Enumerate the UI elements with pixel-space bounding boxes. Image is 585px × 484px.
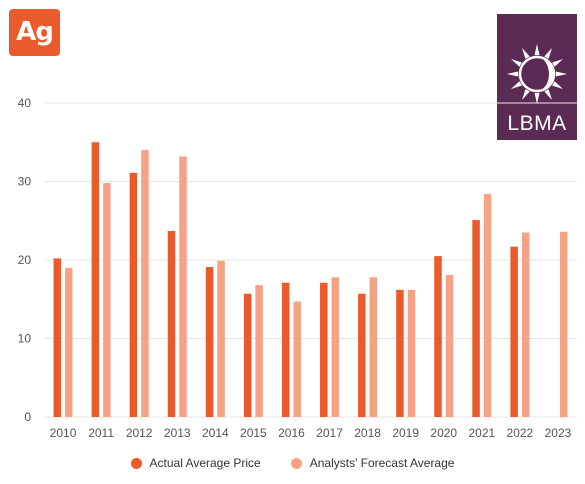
sun-ray	[534, 44, 540, 56]
bar-forecast[interactable]	[217, 260, 225, 417]
bar-chart: 0 10 20 30 40 2010 2011 2012 2013 2014 2015 2016 201…	[18, 96, 577, 440]
legend-swatch-actual	[130, 457, 142, 469]
sun-ray	[552, 81, 563, 89]
sun-ray	[522, 48, 530, 59]
bar-forecast[interactable]	[179, 156, 187, 417]
x-tick-label: 2016	[278, 426, 305, 440]
x-tick-label: 2014	[202, 426, 229, 440]
bar-actual[interactable]	[434, 256, 442, 417]
lbma-logo: LBMA	[497, 14, 577, 140]
y-tick-label: 0	[24, 410, 31, 424]
legend-label-forecast: Analysts’ Forecast Average	[309, 456, 455, 470]
sun-ray	[552, 59, 563, 67]
lbma-logo-text: LBMA	[507, 112, 567, 135]
bar-forecast[interactable]	[141, 150, 149, 417]
x-tick-label: 2018	[354, 426, 381, 440]
bar-forecast[interactable]	[103, 183, 111, 417]
y-tick-label: 40	[18, 96, 32, 110]
legend-label-actual: Actual Average Price	[149, 456, 261, 470]
bar-actual[interactable]	[53, 258, 62, 417]
sun-ray	[534, 92, 540, 104]
x-tick-label: 2013	[164, 426, 191, 440]
sun-moon-icon	[507, 44, 567, 104]
x-tick-label: 2011	[88, 426, 114, 440]
x-tick-label: 2015	[240, 426, 267, 440]
sun-ray	[511, 59, 522, 67]
x-tick-label: 2010	[50, 426, 77, 440]
bar-forecast[interactable]	[445, 274, 454, 417]
bar-actual[interactable]	[205, 267, 214, 417]
x-tick-label: 2021	[468, 426, 495, 440]
bar-forecast[interactable]	[559, 231, 568, 417]
bar-actual[interactable]	[243, 293, 252, 417]
x-tick-label: 2019	[392, 426, 419, 440]
bar-actual[interactable]	[472, 219, 480, 417]
y-tick-label: 30	[18, 175, 32, 189]
bar-actual[interactable]	[129, 172, 138, 417]
bar-forecast[interactable]	[483, 194, 492, 417]
y-tick-label: 10	[18, 332, 32, 346]
ag-badge: Ag	[9, 9, 60, 56]
bar-forecast[interactable]	[331, 277, 340, 417]
legend-item-forecast[interactable]: Analysts’ Forecast Average	[290, 456, 455, 470]
bar-forecast[interactable]	[369, 277, 378, 417]
x-tick-label: 2023	[545, 426, 572, 440]
sun-ray	[507, 71, 519, 77]
bar-actual[interactable]	[320, 282, 328, 417]
bar-forecast[interactable]	[407, 289, 416, 417]
sun-ray	[511, 81, 522, 89]
legend-swatch-forecast	[290, 457, 302, 469]
sun-ray	[544, 89, 552, 100]
bar-actual[interactable]	[281, 282, 290, 417]
x-tick-label: 2020	[430, 426, 457, 440]
bar-forecast[interactable]	[65, 267, 73, 417]
legend-item-actual[interactable]: Actual Average Price	[130, 456, 261, 470]
bar-actual[interactable]	[396, 289, 404, 417]
chart-legend: Actual Average Price Analysts’ Forecast …	[0, 456, 585, 470]
bar-forecast[interactable]	[255, 285, 263, 417]
sun-ray	[555, 71, 567, 77]
bar-actual[interactable]	[91, 142, 100, 417]
bar-actual[interactable]	[358, 293, 366, 417]
y-tick-label: 20	[18, 253, 32, 267]
x-tick-label: 2012	[126, 426, 153, 440]
x-tick-label: 2017	[316, 426, 343, 440]
sun-ray	[544, 48, 552, 59]
sun-ray	[522, 89, 530, 100]
bar-forecast[interactable]	[293, 301, 301, 417]
bar-forecast[interactable]	[521, 232, 530, 417]
bar-actual[interactable]	[167, 230, 176, 417]
bar-actual[interactable]	[510, 246, 518, 417]
x-tick-label: 2022	[507, 426, 534, 440]
